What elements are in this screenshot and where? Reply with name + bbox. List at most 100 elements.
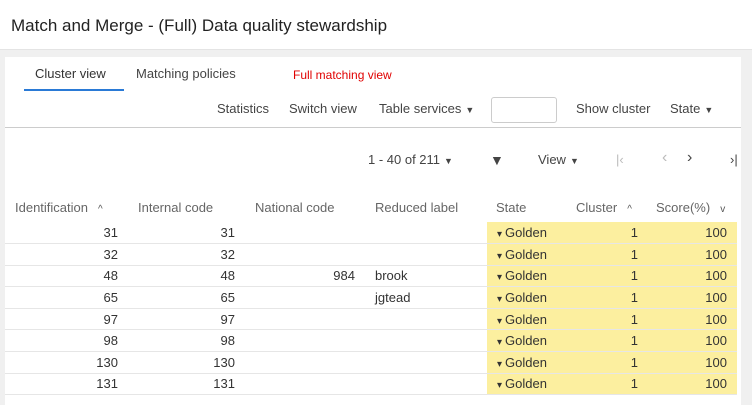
column-label: Identification — [15, 200, 88, 215]
view-menu[interactable]: View ▼ — [538, 152, 579, 167]
table-cell: 100 — [648, 351, 737, 374]
page-title: Match and Merge - (Full) Data quality st… — [11, 16, 388, 35]
state-cell[interactable]: Golden — [497, 312, 547, 327]
column-header-reduced-label[interactable]: Reduced label — [375, 200, 459, 215]
table-cell: 131 — [5, 373, 128, 396]
table-cell: 1 — [566, 373, 648, 396]
table-cell: Golden — [487, 265, 566, 288]
table-cell: 97 — [128, 308, 245, 331]
table-cell: 1 — [566, 308, 648, 331]
table-cell: Golden — [487, 243, 566, 266]
internal-code-cell: 65 — [220, 290, 235, 306]
state-menu-label: State — [670, 101, 701, 116]
table-cell: 100 — [648, 329, 737, 353]
table-cell — [365, 329, 487, 353]
table-cell — [245, 373, 365, 396]
next-page-icon[interactable]: › — [687, 149, 693, 166]
cluster-cell: 1 — [630, 333, 638, 349]
reduced-label-cell: jgtead — [375, 290, 411, 306]
sort-descending-icon: v — [720, 204, 726, 215]
table-cell: 100 — [648, 286, 737, 309]
show-cluster-button[interactable]: Show cluster — [576, 101, 651, 116]
internal-code-cell: 130 — [213, 354, 235, 370]
score-cell: 100 — [705, 246, 727, 262]
table-cell: brook — [365, 265, 487, 288]
internal-code-cell: 97 — [220, 311, 235, 327]
table-cell: 31 — [128, 222, 245, 245]
column-header-internal-code[interactable]: Internal code — [138, 200, 214, 215]
table-cell: 32 — [128, 243, 245, 266]
state-menu[interactable]: State ▼ — [670, 101, 713, 116]
annotation-label: Full matching view — [293, 68, 392, 82]
national-code-cell: 984 — [333, 268, 355, 284]
table-cell — [245, 329, 365, 353]
first-page-icon[interactable]: |‹ — [616, 152, 624, 167]
table-cell: 130 — [128, 351, 245, 374]
table-cell: 1 — [566, 329, 648, 353]
table-cell — [245, 222, 365, 245]
table-cell — [365, 222, 487, 245]
column-header-cluster[interactable]: Cluster ^ — [576, 200, 632, 215]
table-cell: 32 — [5, 243, 128, 266]
column-header-national-code[interactable]: National code — [255, 200, 335, 215]
search-input[interactable] — [491, 97, 557, 123]
table-cell: 65 — [5, 286, 128, 309]
state-cell[interactable]: Golden — [497, 268, 547, 283]
cluster-cell: 1 — [630, 311, 638, 327]
state-cell[interactable]: Golden — [497, 290, 547, 305]
table-cell: 100 — [648, 222, 737, 245]
active-tab-indicator — [24, 89, 124, 91]
table-cell: 1 — [566, 286, 648, 309]
last-page-icon[interactable]: ›| — [730, 152, 738, 167]
view-menu-label: View — [538, 152, 566, 167]
state-cell[interactable]: Golden — [497, 247, 547, 262]
cluster-cell: 1 — [630, 376, 638, 392]
state-cell[interactable]: Golden — [497, 225, 547, 240]
table-services-menu[interactable]: Table services ▼ — [379, 101, 474, 116]
score-cell: 100 — [705, 225, 727, 241]
state-cell[interactable]: Golden — [497, 355, 547, 370]
table-cell — [245, 243, 365, 266]
column-header-state[interactable]: State — [496, 200, 527, 215]
score-cell: 100 — [705, 268, 727, 284]
table-cell — [245, 286, 365, 309]
table-row[interactable]: 131 131 Golden 1 100 — [5, 373, 737, 396]
table-cell: 98 — [128, 329, 245, 353]
cluster-cell: 1 — [630, 246, 638, 262]
table-row[interactable]: 32 32 Golden 1 100 — [5, 243, 737, 266]
cluster-cell: 1 — [630, 225, 638, 241]
filter-icon[interactable]: ▼ — [490, 152, 504, 168]
previous-page-icon[interactable]: ‹ — [662, 149, 668, 166]
table-row[interactable]: 48 48 984 brook Golden 1 100 — [5, 265, 737, 288]
cluster-cell: 1 — [630, 354, 638, 370]
tab-matching-policies[interactable]: Matching policies — [136, 66, 236, 81]
table-row[interactable]: 97 97 Golden 1 100 — [5, 308, 737, 331]
state-cell[interactable]: Golden — [497, 333, 547, 348]
score-cell: 100 — [705, 376, 727, 392]
table-row[interactable]: 31 31 Golden 1 100 — [5, 222, 737, 245]
table-row[interactable]: 98 98 Golden 1 100 — [5, 329, 737, 353]
caret-down-icon: ▼ — [569, 156, 579, 166]
table-row[interactable]: 130 130 Golden 1 100 — [5, 351, 737, 374]
table-cell: 100 — [648, 265, 737, 288]
table-cell: 1 — [566, 351, 648, 374]
column-header-score[interactable]: Score(%) v — [656, 200, 725, 215]
statistics-button[interactable]: Statistics — [217, 101, 270, 116]
page-range-menu[interactable]: 1 - 40 of 211 ▼ — [368, 152, 453, 167]
table-row[interactable]: 65 65 jgtead Golden 1 100 — [5, 286, 737, 309]
divider — [5, 127, 741, 128]
internal-code-cell: 48 — [220, 268, 235, 284]
table-cell: 131 — [128, 373, 245, 396]
switch-view-button[interactable]: Switch view — [289, 101, 357, 116]
state-cell[interactable]: Golden — [497, 376, 547, 391]
reduced-label-cell: brook — [375, 268, 408, 284]
main-panel: Cluster view Matching policies Full matc… — [5, 57, 741, 405]
table-cell: 65 — [128, 286, 245, 309]
column-label: Cluster — [576, 200, 618, 215]
table-cell — [365, 308, 487, 331]
table-cell: jgtead — [365, 286, 487, 309]
sort-ascending-icon: ^ — [627, 204, 632, 215]
column-label: Score(%) — [656, 200, 711, 215]
column-header-identification[interactable]: Identification ^ — [15, 200, 103, 215]
tab-cluster-view[interactable]: Cluster view — [35, 66, 106, 81]
